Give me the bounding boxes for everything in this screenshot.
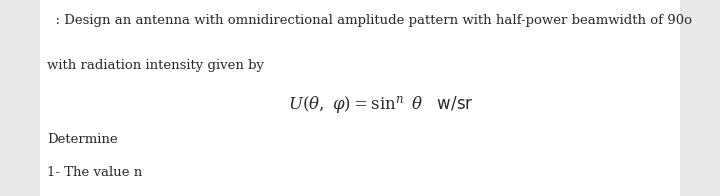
- Text: $U(\theta,\ \varphi) = \sin^{n}\ \theta$   w/sr: $U(\theta,\ \varphi) = \sin^{n}\ \theta$…: [288, 94, 474, 116]
- Text: : Design an antenna with omnidirectional amplitude pattern with half-power beamw: : Design an antenna with omnidirectional…: [47, 14, 692, 27]
- FancyBboxPatch shape: [40, 0, 680, 196]
- Text: 1- The value n: 1- The value n: [47, 166, 142, 179]
- Text: with radiation intensity given by: with radiation intensity given by: [47, 59, 264, 72]
- Text: Determine: Determine: [47, 133, 117, 146]
